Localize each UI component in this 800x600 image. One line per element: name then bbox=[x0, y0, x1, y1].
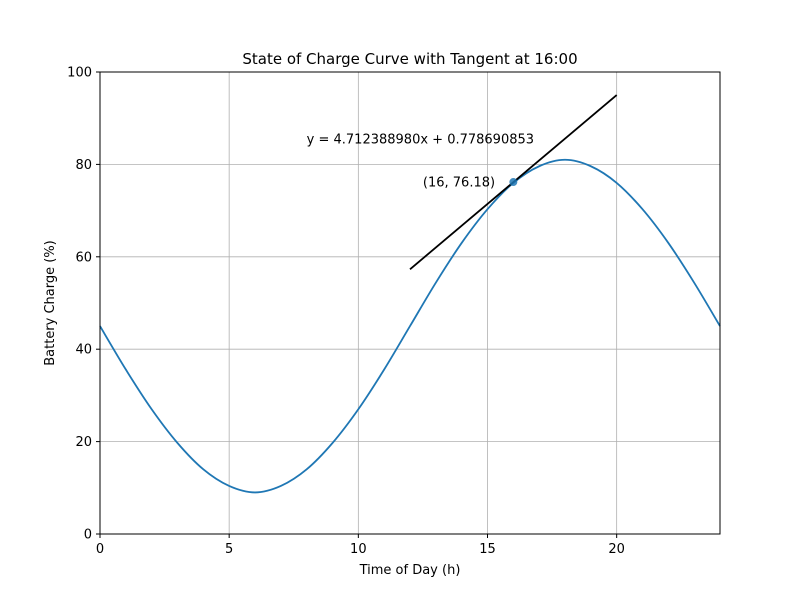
x-tick-label: 15 bbox=[479, 542, 496, 557]
chart-title: State of Charge Curve with Tangent at 16… bbox=[242, 50, 577, 68]
charge-curve bbox=[99, 158, 721, 494]
tick-layer: 0 5 10 15 20 0 20 40 60 80 100 bbox=[67, 66, 625, 558]
y-tick-label: 80 bbox=[75, 158, 92, 173]
point-coordinate-label: (16, 76.18) bbox=[423, 176, 495, 191]
y-axis-label: Battery Charge (%) bbox=[43, 240, 58, 366]
y-tick-label: 40 bbox=[75, 343, 92, 358]
y-tick-label: 60 bbox=[75, 250, 92, 265]
tangent-point bbox=[509, 178, 518, 187]
series-layer bbox=[99, 94, 721, 494]
x-tick-label: 0 bbox=[96, 542, 104, 557]
y-tick-label: 20 bbox=[75, 435, 92, 450]
y-tick-label: 0 bbox=[84, 528, 92, 543]
annotation-layer: y = 4.712388980x + 0.778690853 (16, 76.18… bbox=[307, 132, 534, 190]
plot-frame bbox=[99, 71, 721, 535]
x-tick-label: 20 bbox=[608, 542, 625, 557]
x-tick-label: 5 bbox=[225, 542, 233, 557]
x-axis-label: Time of Day (h) bbox=[359, 563, 461, 578]
y-tick-label: 100 bbox=[67, 66, 92, 81]
x-tick-label: 10 bbox=[350, 542, 367, 557]
tangent-equation-label: y = 4.712388980x + 0.778690853 bbox=[307, 132, 534, 147]
